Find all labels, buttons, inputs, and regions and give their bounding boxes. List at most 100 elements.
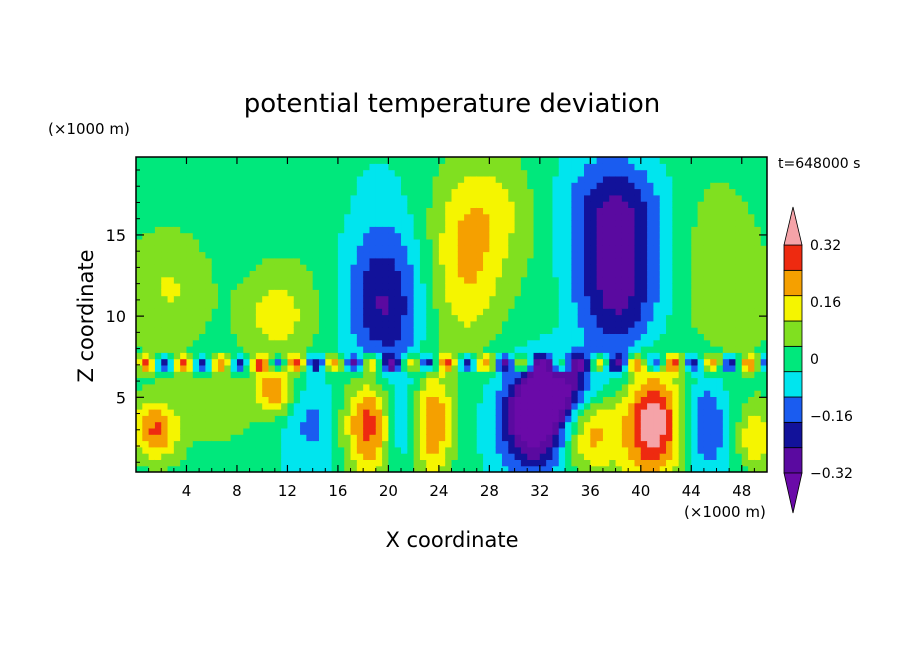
contour-cell (470, 226, 478, 234)
contour-cell (691, 434, 699, 442)
contour-cell (230, 257, 238, 265)
contour-cell (268, 163, 276, 171)
contour-cell (571, 201, 579, 208)
contour-cell (615, 238, 623, 246)
contour-cell (684, 446, 692, 454)
contour-cell (413, 421, 421, 429)
contour-cell (148, 226, 156, 234)
contour-cell (647, 320, 655, 328)
contour-cell (356, 434, 364, 442)
contour-cell (438, 188, 446, 196)
contour-cell (394, 465, 402, 472)
contour-cell (287, 383, 295, 391)
contour-cell (218, 434, 225, 442)
contour-cell (161, 251, 169, 259)
contour-cell (325, 459, 333, 467)
contour-cell (167, 264, 175, 271)
contour-cell (508, 226, 516, 234)
contour-cell (142, 232, 150, 240)
contour-cell (596, 364, 604, 372)
contour-cell (281, 257, 289, 265)
contour-cell (558, 270, 566, 278)
contour-cell (602, 163, 610, 171)
contour-cell (154, 427, 162, 435)
contour-cell (451, 194, 459, 202)
contour-cell (489, 289, 497, 297)
contour-cell (552, 251, 560, 259)
contour-cell (476, 220, 484, 227)
contour-cell (325, 194, 333, 202)
contour-cell (413, 201, 421, 208)
contour-cell (666, 276, 673, 284)
contour-cell (230, 339, 238, 347)
contour-cell (678, 308, 686, 316)
contour-cell (154, 333, 162, 341)
contour-cell (577, 333, 585, 341)
contour-cell (552, 163, 560, 171)
contour-cell (249, 327, 257, 334)
contour-cell (533, 157, 541, 164)
contour-cell (457, 459, 465, 467)
contour-cell (419, 301, 427, 309)
contour-cell (243, 245, 251, 253)
contour-cell (565, 409, 572, 416)
contour-cell (552, 465, 560, 472)
contour-cell (533, 427, 541, 435)
contour-cell (243, 440, 251, 448)
contour-cell (312, 207, 320, 215)
contour-cell (262, 220, 270, 227)
contour-cell (533, 188, 541, 196)
contour-cell (464, 320, 472, 328)
contour-cell (356, 314, 364, 322)
contour-cell (476, 427, 484, 435)
contour-cell (710, 264, 718, 271)
contour-cell (584, 453, 591, 460)
contour-cell (205, 409, 213, 416)
contour-cell (262, 232, 270, 240)
contour-cell (684, 320, 692, 328)
contour-cell (729, 314, 737, 322)
contour-cell (489, 434, 497, 442)
contour-cell (703, 201, 711, 208)
contour-cell (464, 459, 472, 467)
contour-cell (464, 188, 472, 196)
contour-cell (350, 295, 358, 303)
contour-cell (602, 201, 610, 208)
contour-cell (476, 289, 484, 297)
contour-cell (136, 194, 143, 202)
contour-cell (754, 213, 762, 221)
contour-cell (199, 409, 207, 416)
contour-cell (666, 333, 673, 341)
contour-cell (760, 346, 767, 353)
contour-cell (457, 434, 465, 442)
contour-cell (432, 283, 440, 290)
contour-cell (199, 257, 207, 265)
contour-cell (142, 352, 150, 360)
contour-cell (754, 301, 762, 309)
contour-cell (621, 182, 629, 190)
contour-cell (394, 358, 402, 366)
contour-cell (363, 270, 371, 278)
contour-cell (520, 314, 528, 322)
contour-cell (729, 226, 737, 234)
contour-cell (344, 333, 352, 341)
contour-cell (710, 276, 718, 284)
contour-cell (716, 396, 724, 404)
contour-cell (464, 207, 472, 215)
contour-cell (211, 396, 219, 404)
contour-cell (640, 308, 648, 316)
contour-cell (136, 182, 143, 190)
contour-cell (173, 434, 181, 442)
contour-cell (489, 213, 497, 221)
contour-cell (306, 327, 314, 334)
contour-cell (161, 453, 169, 460)
contour-cell (558, 390, 566, 397)
contour-cell (539, 308, 547, 316)
contour-cell (483, 182, 490, 190)
contour-cell (722, 270, 730, 278)
contour-cell (678, 207, 686, 215)
contour-cell (489, 459, 497, 467)
contour-cell (318, 415, 326, 423)
contour-cell (735, 352, 743, 360)
contour-cell (508, 245, 516, 253)
